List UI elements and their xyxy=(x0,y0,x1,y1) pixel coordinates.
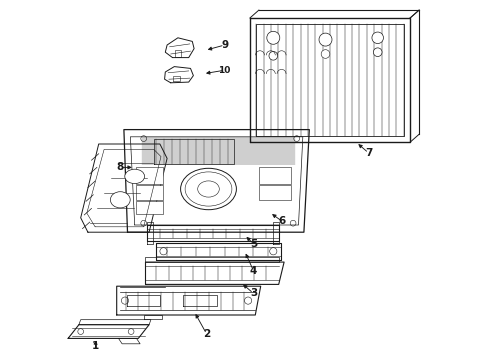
Bar xyxy=(258,167,291,184)
Ellipse shape xyxy=(124,169,144,184)
Text: 6: 6 xyxy=(278,216,285,226)
Text: 3: 3 xyxy=(249,288,257,298)
Text: 2: 2 xyxy=(203,329,210,339)
Bar xyxy=(136,201,163,214)
Text: 1: 1 xyxy=(91,341,99,351)
Bar xyxy=(136,167,163,184)
Polygon shape xyxy=(147,225,278,241)
Circle shape xyxy=(318,33,331,46)
Ellipse shape xyxy=(180,168,236,210)
Bar xyxy=(258,185,291,200)
Circle shape xyxy=(268,51,277,60)
Polygon shape xyxy=(165,38,194,58)
Circle shape xyxy=(373,48,381,57)
Polygon shape xyxy=(249,18,409,142)
Polygon shape xyxy=(117,286,260,315)
Text: 9: 9 xyxy=(221,40,228,50)
Polygon shape xyxy=(156,243,280,260)
Polygon shape xyxy=(164,67,193,83)
Circle shape xyxy=(371,32,383,44)
Polygon shape xyxy=(123,130,309,232)
Text: 7: 7 xyxy=(364,148,372,158)
Polygon shape xyxy=(145,262,284,284)
Text: 8: 8 xyxy=(117,162,123,172)
Polygon shape xyxy=(81,144,167,232)
Circle shape xyxy=(321,50,329,58)
Ellipse shape xyxy=(110,192,130,208)
Text: 5: 5 xyxy=(249,239,257,249)
Circle shape xyxy=(266,31,279,44)
Text: 4: 4 xyxy=(249,266,257,276)
Bar xyxy=(136,185,163,200)
Polygon shape xyxy=(68,325,149,338)
Text: 10: 10 xyxy=(218,66,230,75)
